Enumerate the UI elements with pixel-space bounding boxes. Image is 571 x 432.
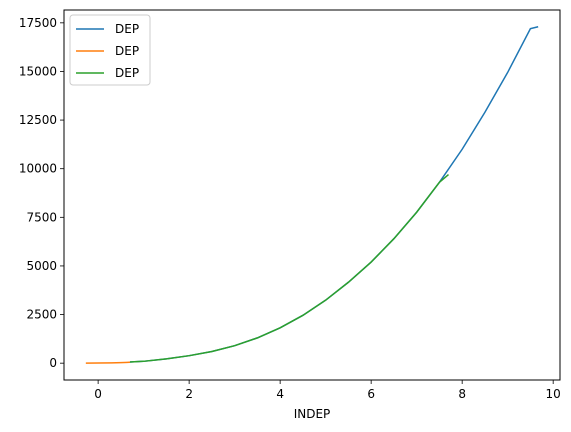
y-tick-label: 12500 xyxy=(19,113,57,127)
x-tick-label: 0 xyxy=(94,387,102,401)
legend-label-1: DEP xyxy=(115,22,139,36)
y-tick-label: 10000 xyxy=(19,162,57,176)
x-tick-label: 4 xyxy=(276,387,284,401)
y-tick-label: 17500 xyxy=(19,16,57,30)
legend: DEP DEP DEP xyxy=(69,14,151,86)
y-tick-label: 7500 xyxy=(26,210,57,224)
series-line-2 xyxy=(85,361,131,364)
legend-box xyxy=(69,14,151,86)
plot-frame xyxy=(63,9,561,381)
y-tick-label: 0 xyxy=(49,356,57,370)
y-tick-label: 2500 xyxy=(26,308,57,322)
y-tick-label: 5000 xyxy=(26,259,57,273)
legend-label-3: DEP xyxy=(115,66,139,80)
y-axis-ticks: 0 2500 5000 7500 10000 12500 15000 17500 xyxy=(19,16,64,370)
x-axis-label: INDEP xyxy=(294,407,331,421)
x-tick-label: 6 xyxy=(367,387,375,401)
x-axis-ticks: 0 2 4 6 8 10 xyxy=(94,380,561,401)
y-tick-label: 15000 xyxy=(19,64,57,78)
x-tick-label: 8 xyxy=(458,387,466,401)
series-line-3 xyxy=(129,173,449,363)
x-tick-label: 2 xyxy=(185,387,193,401)
x-tick-label: 10 xyxy=(546,387,561,401)
series-layer xyxy=(85,26,539,364)
legend-label-2: DEP xyxy=(115,44,139,58)
